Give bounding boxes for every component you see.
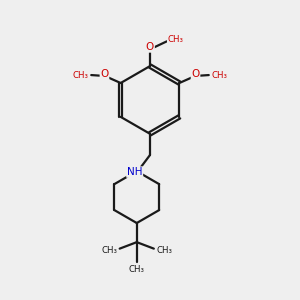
Text: CH₃: CH₃ <box>212 70 227 80</box>
Text: O: O <box>100 70 109 80</box>
Text: CH₃: CH₃ <box>73 70 88 80</box>
Text: O: O <box>191 70 200 80</box>
Text: CH₃: CH₃ <box>101 247 117 256</box>
Text: NH: NH <box>127 167 142 177</box>
Text: O: O <box>146 42 154 52</box>
Text: CH₃: CH₃ <box>156 247 172 256</box>
Text: CH₃: CH₃ <box>129 265 145 274</box>
Text: CH₃: CH₃ <box>168 35 184 44</box>
